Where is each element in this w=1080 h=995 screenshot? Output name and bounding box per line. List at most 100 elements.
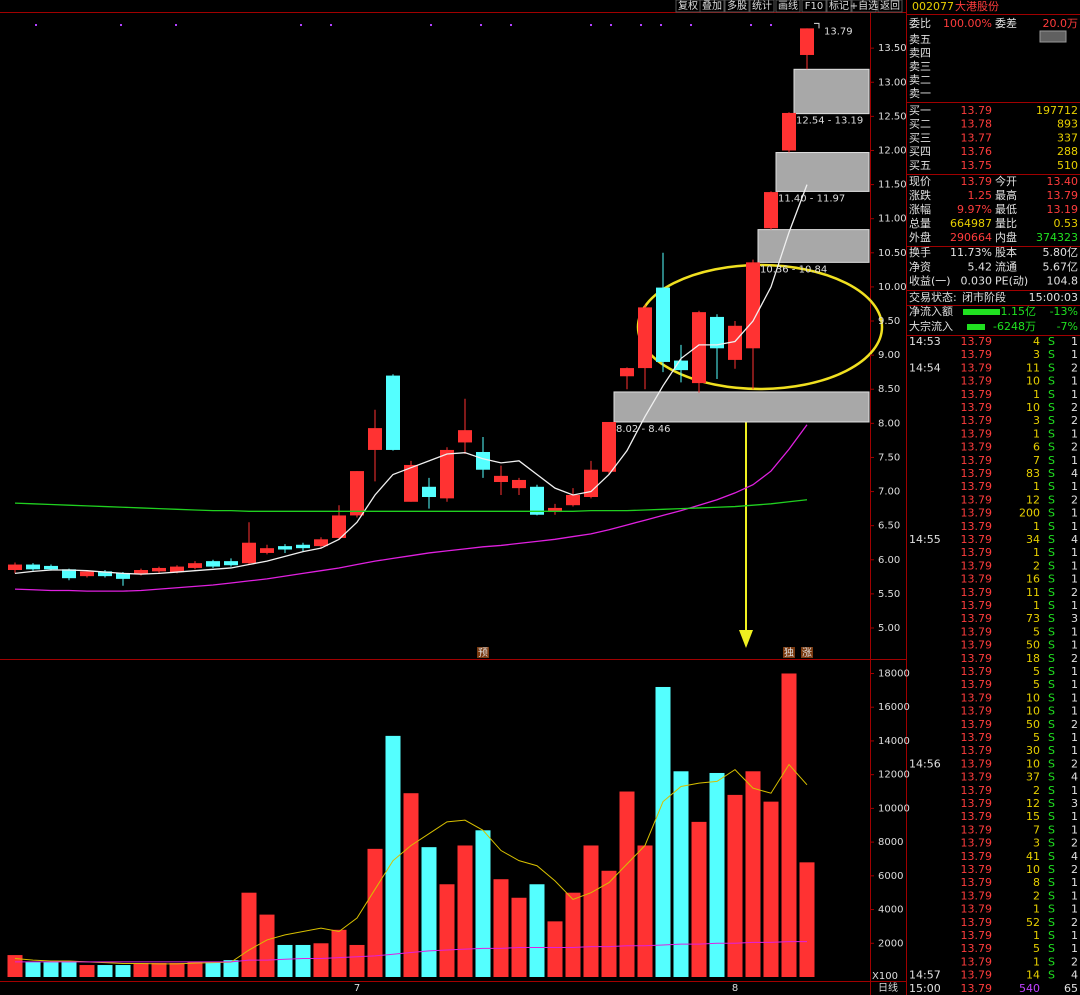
toolbar-label[interactable]: F10 [805, 1, 823, 12]
candle-body [116, 573, 130, 579]
tick-side: S [1048, 889, 1055, 902]
candle-body [260, 548, 274, 553]
marker: 涨 [802, 647, 812, 659]
volume-bar [475, 830, 491, 977]
stock-name: 大港股份 [955, 0, 999, 13]
candle-body [404, 464, 418, 502]
toolbar-button[interactable] [749, 0, 775, 13]
y-tick-label: 12.00 [878, 145, 907, 156]
candle-body [746, 262, 760, 349]
toolbar-label[interactable]: 复权 [678, 0, 698, 12]
tick-volume: 200 [1019, 507, 1040, 520]
value: -13% [1050, 305, 1078, 318]
tick-volume: 5 [1033, 625, 1040, 638]
tick-count: 3 [1071, 612, 1078, 625]
tick-volume: 10 [1026, 691, 1040, 704]
tick-side: S [1048, 454, 1055, 467]
tick-volume: 5 [1033, 942, 1040, 955]
tick-side: S [1048, 573, 1055, 586]
volume-bar [655, 686, 671, 977]
label: 委比 [909, 17, 931, 30]
toolbar-button[interactable] [877, 0, 903, 13]
tick-volume: 10 [1026, 757, 1040, 770]
toolbar-label[interactable]: 返回 [880, 0, 900, 12]
tick-side: S [1048, 691, 1055, 704]
toolbar-button[interactable] [801, 0, 827, 13]
tick-volume: 1 [1033, 955, 1040, 968]
value: 5.80亿 [1043, 246, 1079, 259]
tick-volume: 11 [1026, 586, 1040, 599]
toolbar-button[interactable] [826, 0, 852, 13]
last-price-label: 13.79 [824, 26, 853, 37]
tick-volume: 8 [1033, 876, 1040, 889]
period-label: 日线 [878, 981, 898, 994]
candle-body [80, 571, 94, 577]
volume-bar [691, 821, 707, 977]
toolbar-button[interactable] [724, 0, 750, 13]
tick-side: S [1048, 388, 1055, 401]
value: -1.15亿 [997, 305, 1036, 318]
tick-side: S [1048, 797, 1055, 810]
y-tick-label: 18000 [878, 668, 910, 679]
tick-count: 1 [1071, 810, 1078, 823]
candle-body [674, 360, 688, 371]
signal-dot [660, 24, 662, 26]
candle-body [26, 564, 40, 570]
tick-side: S [1048, 969, 1055, 982]
tick-side: S [1048, 546, 1055, 559]
tick-count: 1 [1071, 929, 1078, 942]
value: -6248万 [993, 320, 1036, 333]
y-tick-label: 10.00 [878, 282, 907, 293]
tick-count: 1 [1071, 665, 1078, 678]
volume-bar [61, 961, 77, 977]
tick-price: 13.79 [961, 559, 993, 572]
tick-volume: 50 [1026, 718, 1040, 731]
toolbar-button[interactable] [775, 0, 801, 13]
tick-price: 13.79 [961, 771, 993, 784]
tick-side: S [1048, 559, 1055, 572]
toolbar-label[interactable]: 标记 [829, 0, 849, 12]
label: 总量 [909, 216, 931, 230]
tick-count: 1 [1071, 335, 1078, 348]
tick-price: 13.79 [961, 520, 993, 533]
toolbar-button[interactable] [699, 0, 725, 13]
tick-count: 2 [1071, 401, 1078, 414]
y-tick-label: 11.00 [878, 214, 907, 225]
tick-side: S [1048, 718, 1055, 731]
tick-volume: 37 [1026, 771, 1040, 784]
tick-side: S [1048, 837, 1055, 850]
value: 0.53 [1054, 217, 1079, 230]
y-tick-label: 11.50 [878, 180, 907, 191]
toolbar-label[interactable]: 画线 [778, 0, 798, 12]
ask-label: 卖一 [909, 87, 931, 100]
tick-count: 1 [1071, 691, 1078, 704]
tick-volume: 52 [1026, 916, 1040, 929]
tick-side: S [1048, 784, 1055, 797]
tick-price: 13.79 [961, 876, 993, 889]
toolbar-button[interactable] [851, 0, 877, 13]
x-tick-label: 7 [354, 983, 360, 994]
tick-price: 13.79 [961, 480, 993, 493]
tick-count: 1 [1071, 348, 1078, 361]
gap-zone [757, 229, 870, 263]
bid-price: 13.79 [961, 104, 993, 117]
bid-volume: 337 [1057, 131, 1078, 144]
candle-body [782, 112, 796, 151]
tick-side: S [1048, 929, 1055, 942]
signal-dot [300, 24, 302, 26]
toolbar-label[interactable]: 多股 [727, 0, 747, 12]
toolbar-label[interactable]: +自选 [850, 0, 878, 12]
signal-dot [610, 24, 612, 26]
tick-count: 1 [1071, 876, 1078, 889]
price-pointer [814, 22, 820, 29]
toolbar-label[interactable]: 叠加 [702, 0, 722, 12]
tick-count: 4 [1071, 533, 1078, 546]
button[interactable] [1039, 30, 1067, 43]
tick-price: 13.79 [961, 889, 993, 902]
candle-body [350, 471, 364, 516]
candle-body [710, 316, 724, 349]
toolbar-label[interactable]: 统计 [752, 0, 772, 12]
ask-label: 卖五 [909, 33, 931, 46]
gap-zone [613, 391, 870, 423]
volume-bar [403, 793, 419, 977]
